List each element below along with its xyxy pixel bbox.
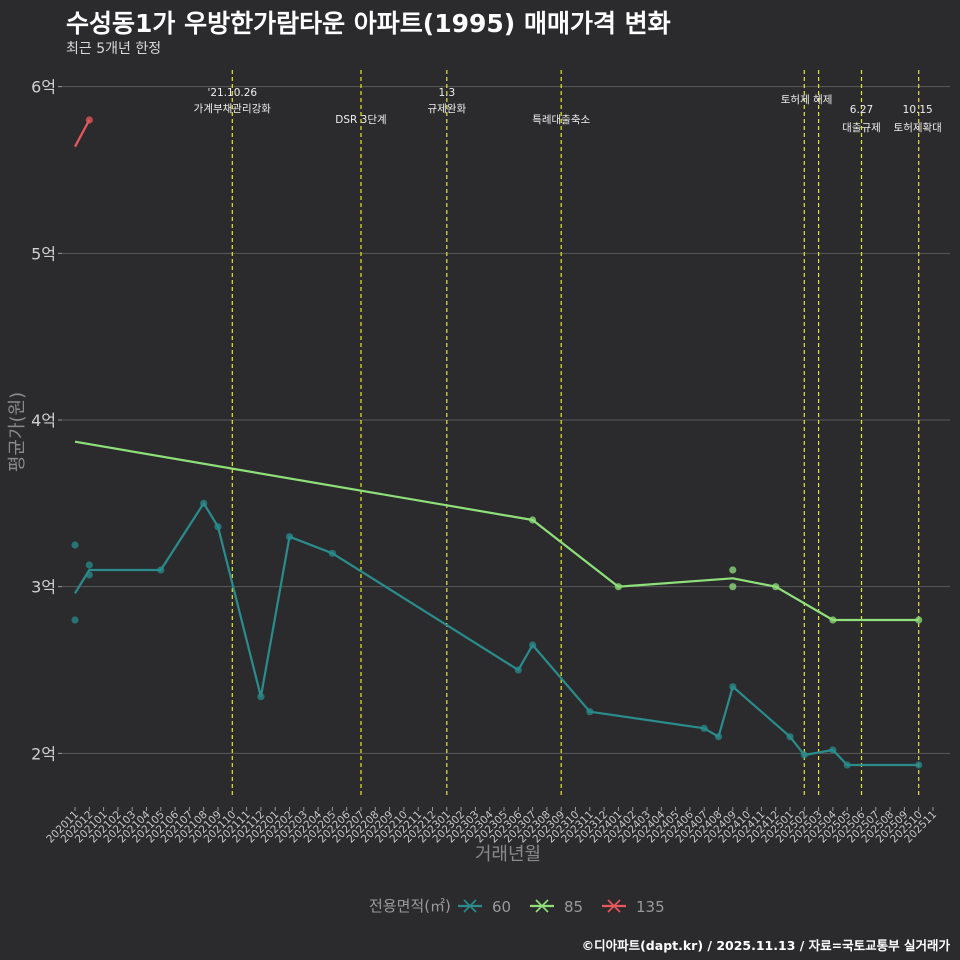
- event-label-date: '21.10.26: [207, 87, 257, 99]
- legend-title: 전용면적(㎡): [369, 897, 451, 915]
- event-label-date: 6.27: [850, 104, 873, 116]
- event-label-text: 특례대출축소: [532, 114, 590, 126]
- legend-label-135: 135: [636, 898, 665, 916]
- data-point-60: [85, 561, 93, 569]
- event-label-text: 토허제확대: [894, 121, 942, 134]
- series-line-135: [74, 119, 91, 148]
- data-point-60: [71, 541, 79, 549]
- y-axis: 2억 3억 4억 5억 6억: [31, 78, 62, 763]
- data-point-60: [285, 533, 294, 541]
- data-point-60: [200, 499, 208, 507]
- data-point-60: [529, 641, 537, 649]
- series-line-85: [74, 440, 919, 622]
- data-point-135: [85, 116, 93, 124]
- chart-title: 수성동1가 우방한가람타운 아파트(1995) 매매가격 변화: [66, 9, 671, 38]
- chart-subtitle: 최근 5개년 한정: [66, 41, 162, 57]
- legend-swatch-mark: [535, 899, 549, 913]
- x-axis-label: 거래년월: [475, 844, 541, 865]
- data-point-60: [157, 566, 165, 574]
- y-axis-label: 평균가(원): [7, 392, 28, 472]
- data-point-60: [257, 693, 265, 701]
- event-label-date: 1.3: [438, 87, 455, 99]
- event-label-text: 대출규제: [842, 122, 881, 134]
- legend-label-60: 60: [492, 898, 511, 916]
- data-point-60: [729, 683, 737, 691]
- event-label-text: 규제완화: [427, 102, 466, 115]
- data-point-60: [514, 666, 522, 674]
- legend-label-85: 85: [564, 898, 583, 916]
- x-axis: 2020112020122021012021022021032021042021…: [44, 807, 939, 845]
- data-point-85: [729, 583, 737, 591]
- grid-lines: [62, 86, 950, 754]
- legend-swatch-mark: [607, 899, 621, 913]
- data-point-60: [714, 733, 723, 741]
- event-label-date: 10.15: [903, 104, 933, 116]
- data-point-60: [843, 761, 851, 769]
- event-label-text: DSR 3단계: [335, 114, 386, 126]
- legend-swatch-mark: [463, 899, 477, 913]
- event-label-date: 토허제 해제: [781, 93, 833, 106]
- y-tick-label: 6억: [31, 78, 56, 97]
- data-point-60: [786, 733, 794, 741]
- y-tick-label: 5억: [31, 244, 56, 263]
- data-point-60: [586, 708, 594, 716]
- data-point-85: [614, 583, 623, 591]
- series-line-60: [74, 502, 919, 767]
- data-point-60: [800, 751, 808, 759]
- y-tick-label: 3억: [31, 578, 56, 597]
- data-point-85: [829, 616, 837, 624]
- data-point-85: [529, 516, 537, 524]
- series-layer: [71, 116, 923, 769]
- data-point-85: [729, 566, 737, 574]
- data-point-60: [328, 549, 336, 557]
- event-label-text: 가계부채관리강화: [194, 103, 272, 115]
- data-point-60: [915, 761, 923, 769]
- data-point-60: [71, 616, 79, 624]
- y-tick-label: 2억: [31, 744, 56, 763]
- data-point-85: [915, 616, 923, 624]
- data-point-60: [829, 746, 837, 754]
- y-tick-label: 4억: [31, 411, 56, 430]
- data-point-60: [214, 523, 222, 531]
- data-point-60: [700, 724, 708, 732]
- source-caption: ©디아파트(dapt.kr) / 2025.11.13 / 자료=국토교통부 실…: [581, 938, 950, 953]
- legend: 전용면적(㎡) 60 85 135: [369, 897, 665, 916]
- data-point-60: [85, 571, 93, 579]
- data-point-85: [772, 583, 780, 591]
